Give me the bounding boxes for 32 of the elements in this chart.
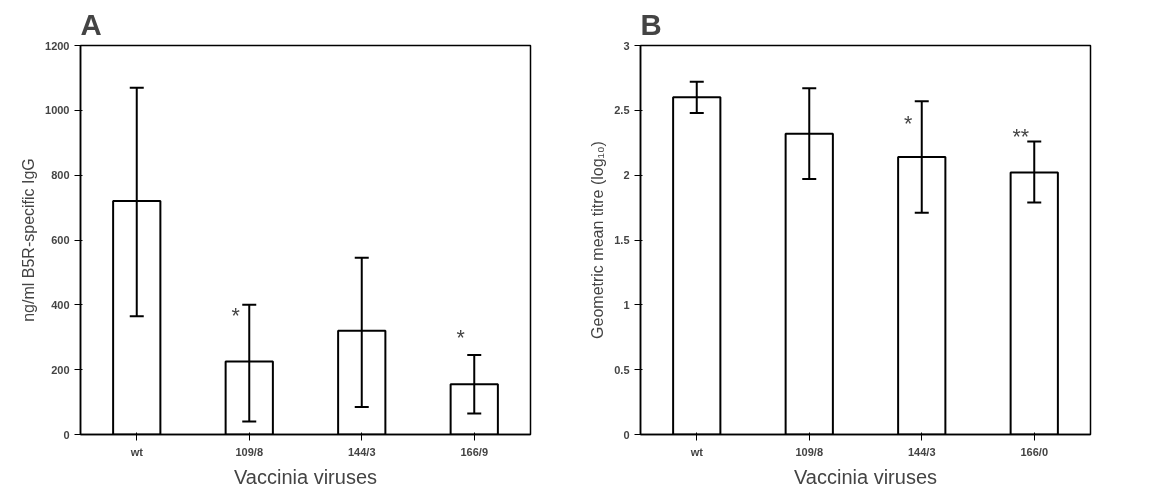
x-tick-label: 144/3 [347,445,376,458]
y-tick-label: 1 [623,298,630,311]
x-axis-title: Vaccinia viruses [233,465,378,488]
y-tick-label: 3 [623,39,630,52]
y-axis-title: ng/ml B5R-specific IgG [20,158,38,322]
x-tick-label: 144/3 [907,445,936,458]
annotation: ** [1012,125,1030,150]
y-tick-label: 1000 [45,104,70,117]
y-tick-label: 400 [51,298,70,311]
x-tick-label: 166/9 [460,445,489,458]
x-tick-label: 109/8 [795,445,824,458]
y-tick-label: 1200 [45,39,70,52]
x-axis-title: Vaccinia viruses [793,465,938,488]
x-tick-label: 109/8 [235,445,264,458]
y-axis-title: Geometric mean titre (log₁₀) [589,141,607,339]
x-tick-label: wt [129,445,144,458]
y-tick-label: 1.5 [614,234,630,246]
annotation: * [456,326,465,351]
x-tick-label: 166/0 [1020,445,1049,458]
x-tick-label: wt [689,445,704,458]
y-tick-label: 2 [623,169,630,182]
y-tick-label: 0 [63,428,70,441]
annotation: * [904,112,913,137]
chart-title: B [640,7,662,41]
annotation: * [231,303,240,328]
y-tick-label: 0.5 [614,363,630,376]
y-tick-label: 600 [51,234,70,246]
y-tick-label: 0 [623,428,630,441]
y-tick-label: 800 [51,169,70,182]
y-tick-label: 200 [51,363,70,376]
y-tick-label: 2.5 [614,104,630,117]
chart-title: A [80,7,102,41]
